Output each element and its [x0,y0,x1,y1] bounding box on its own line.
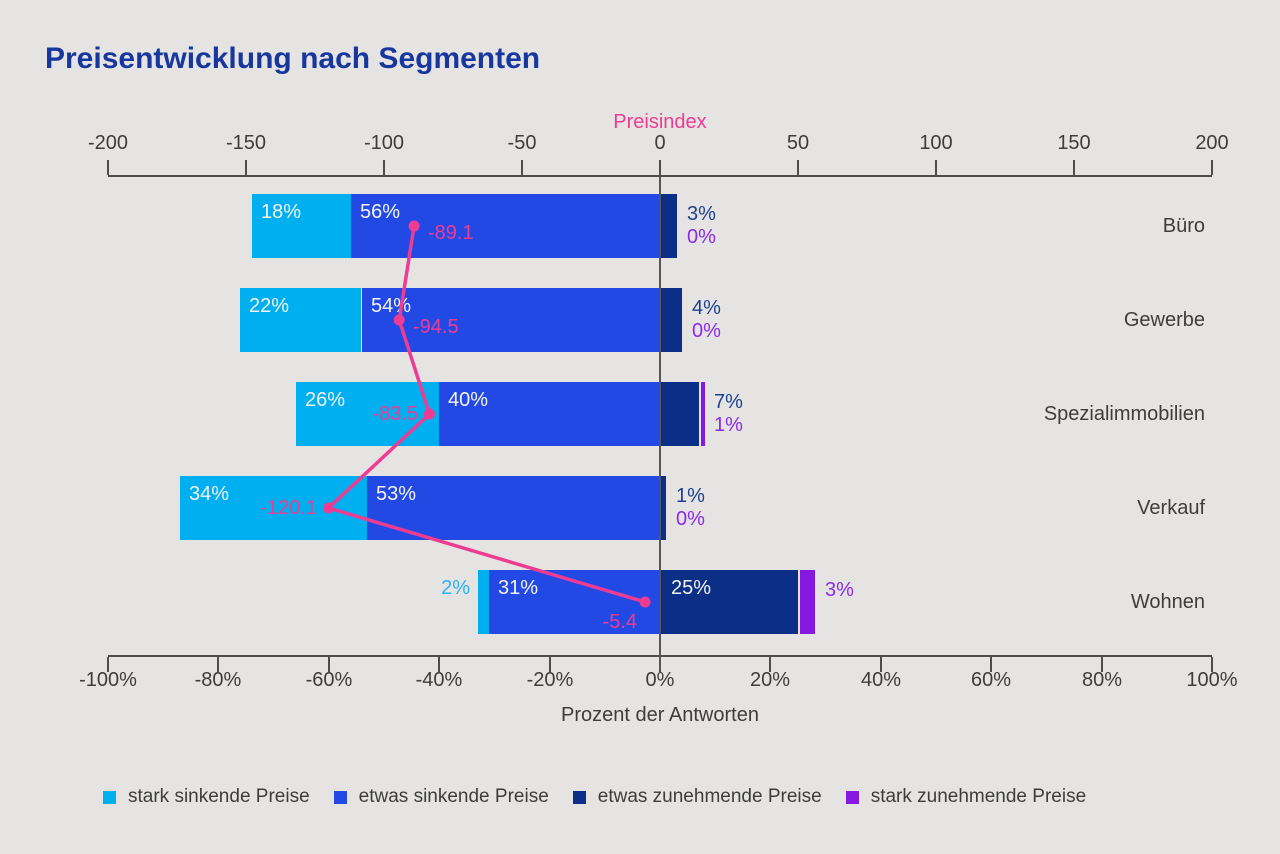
category-label: Spezialimmobilien [1043,403,1205,425]
category-label: Büro [1162,215,1205,237]
top-axis-title: Preisindex [613,111,707,133]
bottom-axis-tick [328,657,330,672]
bottom-axis-tick [438,657,440,672]
bar-segment-slight-increase [660,570,798,634]
top-axis-tick-label: -100 [363,132,405,154]
top-axis-tick-label: 200 [1195,132,1229,154]
category-label: Verkauf [1137,497,1205,519]
bar-segment-label: 0% [687,226,716,248]
bottom-axis-tick-label: -100% [79,669,137,691]
legend-item: stark sinkende Preise [103,786,310,808]
top-axis-tick-label: 150 [1057,132,1091,154]
top-axis-tick-label: -200 [87,132,129,154]
bar-segment-label: 4% [692,297,721,319]
bottom-axis-tick [1211,657,1213,672]
bar-segment-strong-increase [701,382,705,446]
bottom-axis-tick-label: -20% [526,669,574,691]
bottom-axis-tick-label: 100% [1186,669,1238,691]
top-axis-tick [935,160,937,175]
price-index-label: -120.1 [260,497,317,519]
bottom-axis-tick [769,657,771,672]
bar-segment-label: 53% [376,483,417,505]
legend-swatch-slight-decrease [333,790,347,804]
legend-label: etwas zunehmende Preise [597,786,822,807]
legend-swatch-slight-increase [572,790,586,804]
top-axis-tick-label: 0 [654,132,666,154]
legend-label: etwas sinkende Preise [358,786,549,807]
bottom-axis-tick-label: 20% [749,669,791,691]
bar-segment-label: 31% [498,577,539,599]
page-title: Preisentwicklung nach Segmenten [45,42,541,75]
top-axis-tick [521,160,523,175]
top-axis-tick-label: 100 [919,132,953,154]
legend-label: stark sinkende Preise [128,786,310,807]
top-axis-tick [1073,160,1075,175]
top-axis-tick-label: 50 [786,132,810,154]
legend-label: stark zunehmende Preise [870,786,1087,807]
zero-line [659,177,661,671]
bottom-axis-tick-label: 80% [1081,669,1123,691]
bar-segment-label: 54% [371,295,412,317]
bar-segment-label: 34% [189,483,230,505]
top-axis-tick [1211,160,1213,175]
price-index-label: -5.4 [602,611,637,633]
bar-segment-slight-increase [660,288,682,352]
legend-swatch-strong-increase [845,790,859,804]
bar-segment-label: 2% [441,577,470,599]
bar-segment-label: 25% [671,577,712,599]
price-index-label: -83.5 [372,403,418,425]
bar-segment-slight-increase [660,382,699,446]
top-axis-line [108,175,1212,177]
top-axis-tick-label: -50 [507,132,537,154]
top-axis-tick-label: -150 [225,132,267,154]
category-label: Gewerbe [1123,309,1205,331]
bottom-axis-tick [107,657,109,672]
bar-segment-label: 18% [261,201,302,223]
top-axis-tick [107,160,109,175]
top-axis-tick [797,160,799,175]
bar-segment-label: 0% [676,508,705,530]
bar-segment-slight-increase [660,476,666,540]
bar-segment-strong-decrease [478,570,489,634]
bottom-axis-tick [990,657,992,672]
bottom-axis-tick-label: 0% [645,669,675,691]
bar-segment-label: 7% [714,391,743,413]
bottom-axis-tick [880,657,882,672]
bottom-axis-tick-label: 40% [860,669,902,691]
bar-segment-label: 3% [687,203,716,225]
legend-item: etwas zunehmende Preise [572,786,822,808]
bar-segment-strong-increase [800,570,815,634]
bar-segment-label: 1% [714,414,743,436]
bottom-axis-tick-label: -60% [305,669,353,691]
top-axis-tick [659,160,661,175]
price-index-label: -94.5 [413,316,459,338]
bar-segment-label: 0% [692,320,721,342]
category-label: Wohnen [1130,591,1205,613]
bottom-axis-title: Prozent der Antworten [561,704,759,726]
bottom-axis-tick-label: -40% [415,669,463,691]
legend: stark sinkende Preise etwas sinkende Pre… [103,786,1086,808]
legend-swatch-strong-decrease [103,790,116,804]
legend-item: stark zunehmende Preise [845,786,1087,808]
bar-segment-label: 56% [360,201,401,223]
bottom-axis-tick-label: 60% [970,669,1012,691]
top-axis-tick [383,160,385,175]
bottom-axis-tick [1101,657,1103,672]
bottom-axis-tick [549,657,551,672]
bar-segment-label: 3% [825,579,854,601]
bar-segment-slight-increase [660,194,677,258]
bar-segment-label: 1% [676,485,705,507]
price-index-label: -89.1 [428,222,474,244]
bar-segment-label: 40% [448,389,489,411]
bottom-axis-tick-label: -80% [194,669,242,691]
bottom-axis-tick [217,657,219,672]
legend-item: etwas sinkende Preise [333,786,549,808]
top-axis-tick [245,160,247,175]
bar-segment-label: 22% [249,295,290,317]
